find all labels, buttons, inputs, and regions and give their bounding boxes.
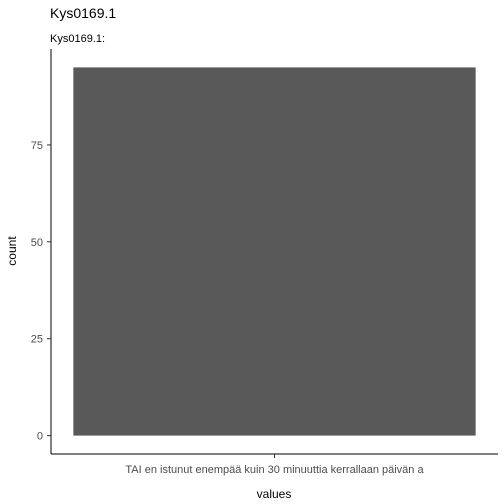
plot-area: [73, 67, 476, 436]
bar: [73, 67, 476, 436]
x-tick-label: TAI en istunut enempää kuin 30 minuuttia…: [125, 464, 424, 476]
y-tick-label: 0: [37, 431, 43, 443]
x-axis-title: values: [257, 487, 292, 501]
chart-subtitle: Kys0169.1:: [50, 33, 105, 45]
y-tick-label: 75: [31, 140, 43, 152]
y-tick-label: 50: [31, 237, 43, 249]
y-axis-title: count: [5, 236, 19, 266]
chart-title: Kys0169.1: [50, 5, 116, 21]
y-tick-label: 25: [31, 334, 43, 346]
